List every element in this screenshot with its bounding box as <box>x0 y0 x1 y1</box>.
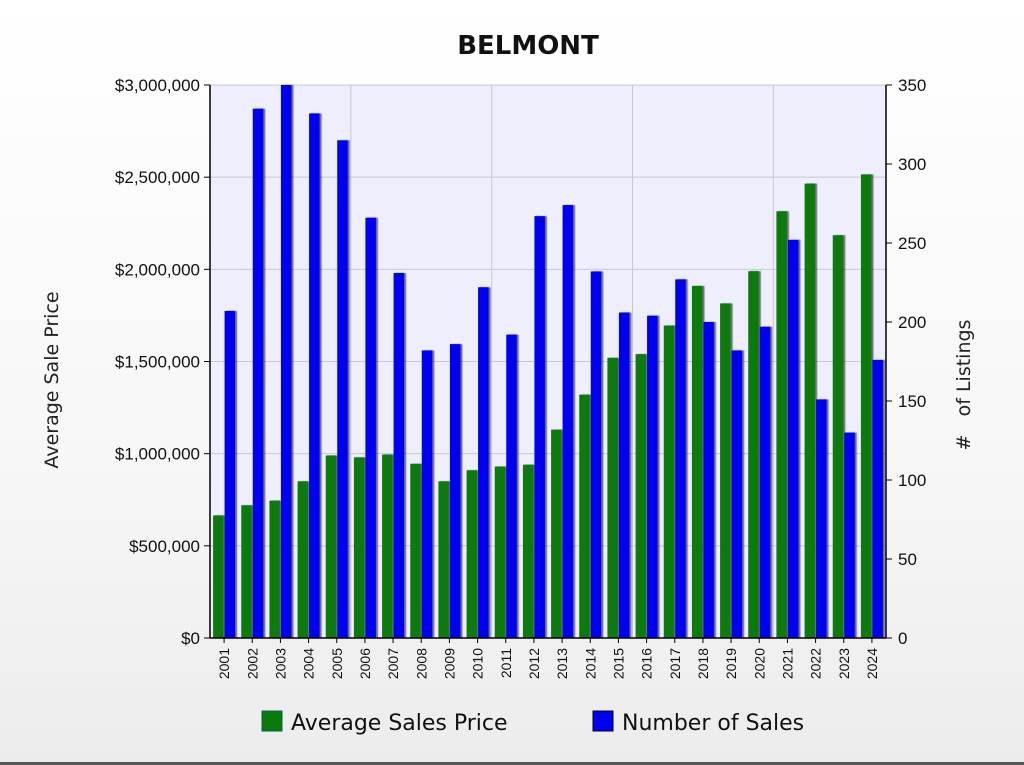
legend-label-number-of-sales: Number of Sales <box>622 711 804 736</box>
legend: Average Sales Price Number of Sales <box>261 710 804 736</box>
bar-average-sales-price <box>607 357 618 638</box>
bar-average-sales-price <box>438 481 449 638</box>
bar-number-of-sales <box>844 432 855 638</box>
x-tick-label: 2013 <box>554 648 570 679</box>
y2-axis-label: # of Listings <box>953 320 975 451</box>
y2-tick-label: 350 <box>898 76 926 95</box>
legend-swatch-number-of-sales <box>592 710 614 732</box>
bar-number-of-sales <box>449 344 461 638</box>
x-tick-label: 2020 <box>751 648 767 679</box>
x-tick-label: 2021 <box>779 648 795 679</box>
x-tick-label: 2002 <box>244 648 260 679</box>
y-tick-label: $1,000,000 <box>115 445 200 464</box>
y-tick-label: $2,500,000 <box>115 168 200 187</box>
bar-number-of-sales <box>478 287 489 638</box>
x-tick-label: 2017 <box>667 648 683 679</box>
bar-number-of-sales <box>618 312 630 638</box>
x-tick-label: 2014 <box>582 648 598 679</box>
bar-average-sales-price <box>410 463 421 638</box>
bar-number-of-sales <box>534 216 545 638</box>
legend-swatch-average-sales-price <box>261 710 283 732</box>
x-tick-label: 2019 <box>723 648 739 679</box>
bar-average-sales-price <box>213 515 224 638</box>
legend-label-average-sales-price: Average Sales Price <box>291 711 508 736</box>
bar-number-of-sales <box>309 113 320 638</box>
bar-number-of-sales <box>675 279 686 638</box>
bar-number-of-sales <box>647 315 658 638</box>
bar-average-sales-price <box>663 325 675 638</box>
y2-tick-label: 0 <box>898 629 907 648</box>
x-tick-label: 2005 <box>329 648 345 679</box>
bar-average-sales-price <box>776 211 787 639</box>
bar-number-of-sales <box>759 326 771 638</box>
y-tick-label: $2,000,000 <box>115 260 200 279</box>
bar-average-sales-price <box>635 354 647 638</box>
bar-average-sales-price <box>494 466 506 638</box>
x-tick-label: 2009 <box>441 648 457 679</box>
bar-average-sales-price <box>466 470 478 638</box>
bar-number-of-sales <box>224 310 236 638</box>
y-tick-label: $3,000,000 <box>115 76 200 95</box>
bar-number-of-sales <box>590 271 602 638</box>
bar-number-of-sales <box>365 217 376 638</box>
bar-number-of-sales <box>393 273 405 638</box>
bar-number-of-sales <box>280 85 292 638</box>
x-tick-label: 2007 <box>385 648 401 679</box>
y2-tick-label: 200 <box>898 313 926 332</box>
x-tick-label: 2004 <box>301 648 317 679</box>
y-tick-label: $0 <box>181 629 200 648</box>
x-tick-label: 2023 <box>836 648 852 679</box>
chart-title: BELMONT <box>457 31 599 61</box>
bar-average-sales-price <box>522 464 534 638</box>
bar-average-sales-price <box>832 235 844 638</box>
bar-average-sales-price <box>551 429 562 638</box>
bar-number-of-sales <box>816 399 827 638</box>
y2-tick-label: 150 <box>898 392 926 411</box>
bar-average-sales-price <box>269 500 280 638</box>
bar-average-sales-price <box>720 303 731 638</box>
x-tick-label: 2015 <box>610 648 626 679</box>
bar-average-sales-price <box>241 505 252 638</box>
bar-number-of-sales <box>787 239 799 638</box>
bar-average-sales-price <box>748 271 759 638</box>
y2-tick-label: 250 <box>898 234 926 253</box>
bar-average-sales-price <box>804 183 816 638</box>
y-axis-label: Average Sale Price <box>41 291 63 468</box>
x-tick-label: 2012 <box>526 648 542 679</box>
bar-number-of-sales <box>252 108 264 638</box>
x-tick-label: 2016 <box>639 648 655 679</box>
bar-number-of-sales <box>421 350 433 638</box>
x-tick-label: 2003 <box>272 648 288 679</box>
x-tick-label: 2001 <box>216 648 232 679</box>
bar-average-sales-price <box>353 457 365 638</box>
bar-average-sales-price <box>691 285 703 638</box>
bar-number-of-sales <box>506 334 517 638</box>
bar-average-sales-price <box>325 455 337 638</box>
bar-number-of-sales <box>872 359 883 638</box>
bar-number-of-sales <box>703 322 714 638</box>
bar-number-of-sales <box>337 140 348 639</box>
x-tick-label: 2024 <box>864 648 880 679</box>
bar-number-of-sales <box>562 205 574 638</box>
y2-tick-label: 50 <box>898 550 917 569</box>
x-tick-label: 2008 <box>413 648 429 679</box>
x-tick-label: 2011 <box>498 648 514 678</box>
bar-average-sales-price <box>860 174 872 638</box>
bar-average-sales-price <box>297 481 309 638</box>
x-tick-label: 2006 <box>357 648 373 679</box>
bar-number-of-sales <box>731 350 743 638</box>
y-tick-label: $500,000 <box>129 537 200 556</box>
x-tick-label: 2022 <box>808 648 824 679</box>
x-tick-label: 2018 <box>695 648 711 679</box>
bottom-border <box>0 762 1024 765</box>
y2-tick-label: 300 <box>898 155 926 174</box>
x-tick-label: 2010 <box>470 648 486 679</box>
y2-tick-label: 100 <box>898 471 926 490</box>
bar-average-sales-price <box>579 394 590 638</box>
y-tick-label: $1,500,000 <box>115 353 200 372</box>
bar-average-sales-price <box>382 454 393 638</box>
